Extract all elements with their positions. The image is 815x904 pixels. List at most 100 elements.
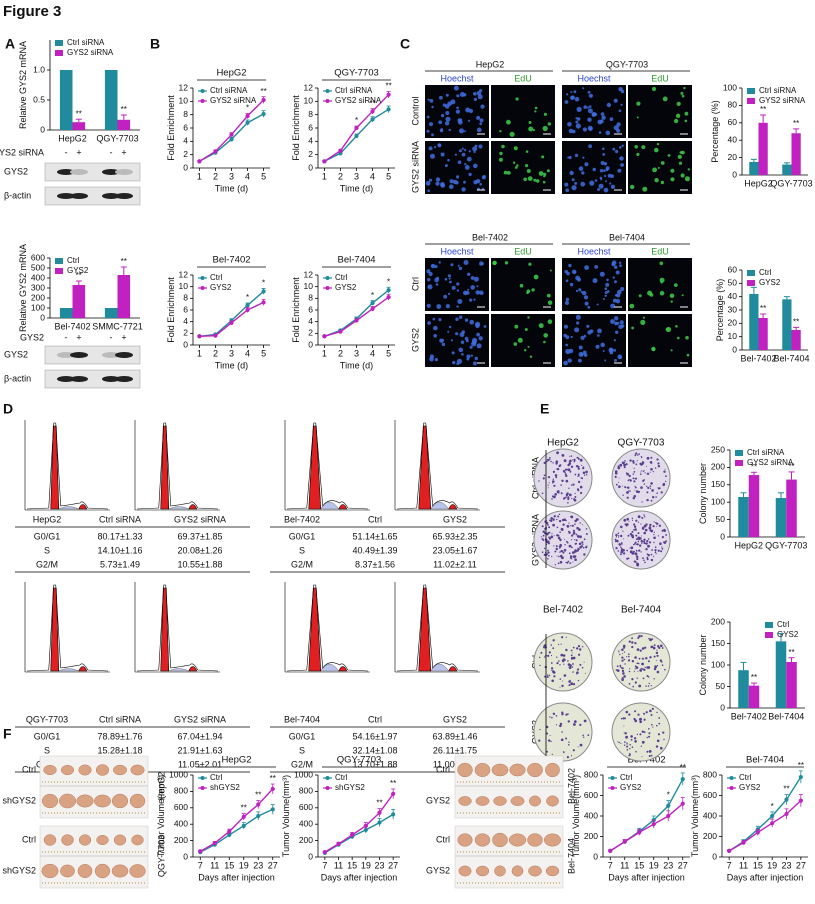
nucleus xyxy=(469,345,473,349)
nucleus xyxy=(609,182,612,185)
colony xyxy=(585,470,588,474)
colony xyxy=(624,486,626,488)
colony xyxy=(577,746,579,748)
nucleus xyxy=(534,110,537,113)
table-cell: G0/G1 xyxy=(34,731,61,741)
legend-label: Ctrl xyxy=(739,773,752,782)
colony xyxy=(565,713,568,716)
tumor xyxy=(78,764,92,776)
colony xyxy=(629,547,631,549)
colony xyxy=(615,547,618,550)
colony xyxy=(579,663,582,666)
colony xyxy=(561,711,564,714)
error-bar xyxy=(751,471,757,476)
treatment-mark: - xyxy=(110,332,113,342)
nucleus xyxy=(636,116,639,119)
y-tick-label: 10 xyxy=(728,331,738,341)
colony xyxy=(665,480,667,483)
table-cell: 51.14±1.65 xyxy=(353,531,398,541)
colony xyxy=(553,470,555,473)
nucleus xyxy=(574,181,578,185)
colony xyxy=(552,480,555,483)
legend-marker xyxy=(200,99,205,103)
nucleus xyxy=(457,299,463,304)
y-tick-label: 800 xyxy=(584,769,598,779)
tumor xyxy=(474,763,491,777)
nucleus xyxy=(568,155,572,160)
colony xyxy=(653,555,655,557)
colony xyxy=(558,660,560,662)
colony xyxy=(649,709,652,713)
y-tick-label: 800 xyxy=(703,769,717,779)
colony xyxy=(637,536,641,540)
colony xyxy=(548,651,551,654)
colony xyxy=(547,542,551,545)
nucleus xyxy=(584,265,589,270)
colony xyxy=(579,485,583,489)
hist-g2-peak xyxy=(188,504,198,510)
colony xyxy=(636,454,639,456)
colony xyxy=(587,734,590,736)
colony xyxy=(632,685,634,688)
colony xyxy=(634,486,637,489)
nucleus xyxy=(450,339,453,342)
y-tick-label: 300 xyxy=(31,282,45,292)
nucleus xyxy=(463,180,466,184)
nucleus xyxy=(581,171,585,175)
legend-marker xyxy=(200,776,205,780)
legend-marker xyxy=(325,786,330,790)
nucleus xyxy=(565,188,569,192)
nucleus xyxy=(452,360,456,365)
table-cell: G0/G1 xyxy=(289,531,316,541)
colony xyxy=(634,665,637,668)
panel-label: F xyxy=(3,726,12,742)
colony xyxy=(554,564,557,566)
nucleus xyxy=(610,184,616,189)
x-tick-label: 5 xyxy=(261,171,266,181)
nucleus xyxy=(574,96,580,102)
colony xyxy=(651,707,654,710)
colony xyxy=(631,530,634,533)
colony xyxy=(634,668,636,670)
legend-label: Ctrl siRNA xyxy=(759,86,797,95)
legend-label: Ctrl xyxy=(210,273,223,282)
colony xyxy=(634,543,636,545)
colony xyxy=(568,666,570,668)
colony xyxy=(579,723,582,727)
hist-outline xyxy=(396,422,479,510)
tumor xyxy=(95,764,110,776)
colony xyxy=(662,731,665,734)
cell-line-label: QGY-7703 xyxy=(156,835,166,877)
y-tick-label: 800 xyxy=(174,786,188,796)
colony xyxy=(538,739,541,742)
row-label: GYS2 siRNA xyxy=(410,141,420,193)
colony xyxy=(636,543,639,546)
blot-label: β-actin xyxy=(4,190,31,200)
colony xyxy=(572,483,575,486)
colony xyxy=(624,663,626,665)
y-tick-label: 8 xyxy=(183,109,188,119)
table-cell: 65.93±2.35 xyxy=(433,531,478,541)
row-label: GYS2 xyxy=(410,328,420,352)
nucleus xyxy=(476,343,482,349)
legend-label: GYS2 xyxy=(620,783,642,792)
nucleus xyxy=(526,289,531,294)
blot xyxy=(44,162,141,182)
colony xyxy=(549,735,551,736)
point xyxy=(608,848,613,853)
colony xyxy=(553,545,555,547)
nucleus xyxy=(620,324,625,328)
colony xyxy=(647,486,650,489)
colony xyxy=(568,487,570,489)
colony xyxy=(626,749,629,751)
nucleus xyxy=(455,109,460,114)
colony xyxy=(542,530,546,533)
colony xyxy=(541,492,544,495)
colony xyxy=(616,540,619,543)
legend-label: Ctrl xyxy=(777,620,790,629)
y-axis-label: Fold Enrichment xyxy=(291,277,301,343)
nucleus xyxy=(443,294,448,299)
colony xyxy=(617,550,620,552)
chart-title: QGY-7703 xyxy=(337,755,382,766)
bar xyxy=(775,641,787,708)
